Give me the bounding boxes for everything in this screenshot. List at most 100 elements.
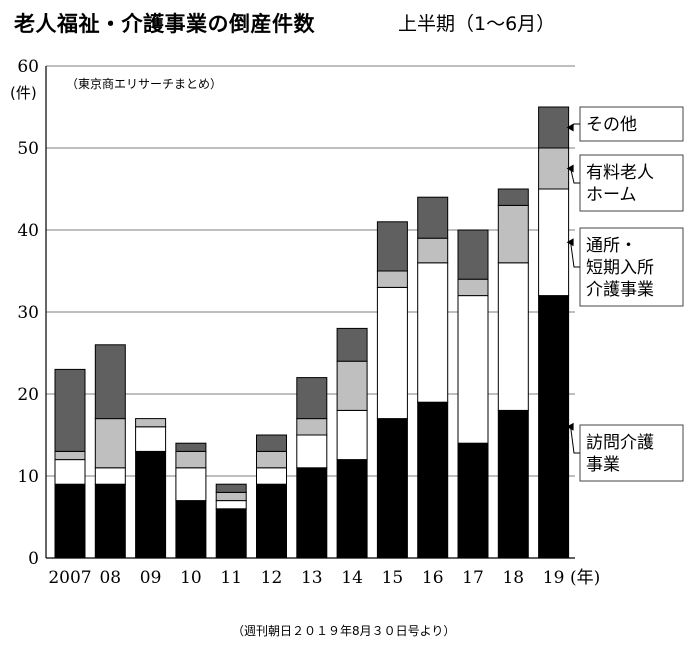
x-tick-label: 15	[382, 568, 404, 588]
bar-segment	[336, 459, 368, 559]
bar-segment	[54, 368, 86, 452]
bar-segment	[376, 418, 408, 559]
chart-title: 老人福祉・介護事業の倒産件数	[14, 12, 315, 36]
bar-segment	[215, 508, 247, 559]
legend-arrowhead	[566, 422, 574, 431]
legend-label: 事業	[586, 455, 620, 475]
legend-leader-line	[570, 242, 580, 268]
bar-segment	[256, 450, 287, 469]
legend-arrowhead	[566, 238, 574, 247]
x-tick-label: 17	[462, 568, 484, 588]
x-tick-label: 11	[220, 568, 242, 588]
bar-segment	[457, 229, 489, 280]
bar-segment	[497, 204, 529, 264]
y-tick-label: 30	[17, 303, 39, 323]
x-tick-label: 13	[301, 568, 323, 588]
y-tick-label: 20	[17, 385, 39, 405]
bar-segment	[497, 188, 529, 206]
bar-segment	[256, 434, 287, 452]
y-tick-label: 10	[17, 467, 39, 487]
bar-segment	[94, 467, 126, 485]
bar-segment	[215, 483, 247, 493]
legend-label: 短期入所	[586, 258, 654, 278]
legend-label: その他	[586, 115, 637, 135]
bar-segment	[296, 434, 328, 469]
bar-segment	[135, 426, 167, 452]
bar-segment	[94, 483, 126, 559]
bar-segment	[54, 450, 86, 461]
legend-leader-line	[570, 426, 580, 454]
bar-segment	[457, 278, 489, 297]
legend-box	[579, 154, 684, 212]
legend-arrowhead	[566, 164, 574, 173]
bar-segment	[336, 360, 368, 411]
legend-box	[579, 227, 684, 307]
bar-segment	[376, 221, 408, 272]
bar-segment	[336, 409, 368, 461]
y-tick-label: 0	[28, 549, 39, 569]
bar-segment	[94, 344, 126, 420]
bar-segment	[94, 418, 126, 469]
y-tick-label: 40	[17, 221, 39, 241]
bar-segment	[54, 483, 86, 559]
bar-segment	[175, 467, 207, 502]
bar-segment	[336, 327, 368, 362]
bar-segment	[296, 467, 328, 559]
x-tick-label: 18	[502, 568, 524, 588]
y-tick-label: 50	[17, 139, 39, 159]
bar-segment	[497, 409, 529, 559]
bar-segment	[457, 442, 489, 559]
x-tick-label: 2007	[48, 568, 91, 588]
bar-segment	[175, 450, 207, 469]
bar-segment	[417, 237, 449, 264]
bars	[54, 106, 570, 559]
bar-segment	[538, 147, 570, 190]
x-axis-unit: (年)	[570, 568, 600, 588]
legend-label: 通所・	[586, 236, 637, 256]
legend-leader-line	[570, 168, 580, 184]
x-tick-label: 16	[422, 568, 444, 588]
bar-segment	[376, 270, 408, 288]
y-tick-label: 60	[17, 57, 39, 77]
bar-segment	[497, 262, 529, 411]
x-tick-label: 14	[341, 568, 363, 588]
bar-segment	[54, 459, 86, 485]
bar-segment	[135, 450, 167, 559]
x-tick-label: 09	[140, 568, 162, 588]
x-tick-label: 10	[180, 568, 202, 588]
bar-segment	[538, 188, 570, 297]
legend-arrowhead	[566, 123, 574, 132]
bar-segment	[135, 418, 167, 428]
bar-segment	[417, 196, 449, 239]
chart-subtitle: 上半期（1～6月）	[398, 13, 556, 35]
bar-segment	[175, 500, 207, 559]
legend-label: 介護事業	[586, 280, 654, 300]
legend-label: 有料老人	[586, 163, 654, 183]
bar-segment	[215, 491, 247, 502]
bar-segment	[417, 401, 449, 559]
bar-segment	[256, 467, 287, 485]
y-axis-unit: (件)	[10, 84, 37, 102]
bar-segment	[538, 106, 570, 149]
bar-segment	[376, 286, 408, 420]
legend-box	[579, 106, 684, 142]
legend-box	[579, 424, 684, 482]
bar-segment	[256, 483, 287, 559]
bar-segment	[538, 295, 570, 559]
x-tick-label: 08	[99, 568, 121, 588]
bar-segment	[417, 262, 449, 403]
bar-segment	[175, 442, 207, 452]
bar-segment	[215, 500, 247, 510]
bar-segment	[296, 418, 328, 436]
x-tick-label: 12	[261, 568, 283, 588]
legend-label: ホーム	[586, 185, 637, 205]
bar-segment	[296, 377, 328, 420]
axes: 0 10 20 30 40 50 60 2007 08 09 10 11 12 13 14 15 16 17 18 1…	[17, 57, 575, 588]
bar-segment	[457, 295, 489, 444]
chart-note: （東京商エリサーチまとめ）	[66, 76, 222, 91]
legend-label: 訪問介護	[586, 433, 654, 453]
source-credit: （週刊朝日２０１９年8月３０日号より）	[232, 624, 456, 638]
x-tick-label: 19	[543, 568, 565, 588]
